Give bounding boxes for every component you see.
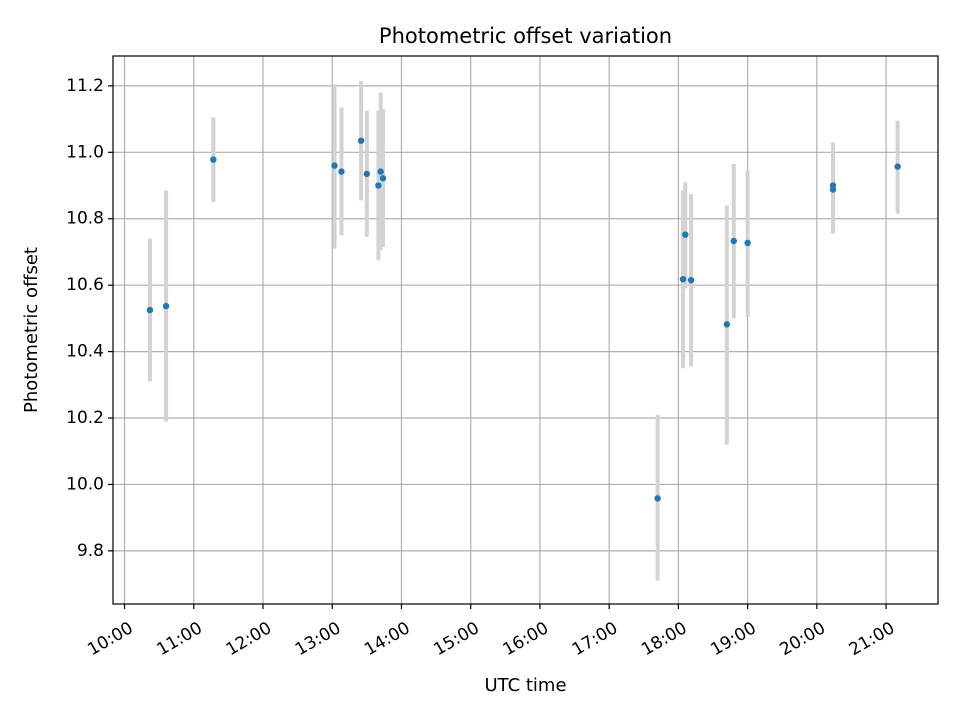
- data-point: [379, 175, 387, 182]
- data-point: [682, 231, 689, 238]
- plot-frame: [112, 55, 939, 605]
- data-points: [146, 137, 901, 502]
- data-point: [146, 306, 154, 314]
- data-point: [894, 163, 901, 170]
- y-tick-label: 10.8: [66, 209, 104, 229]
- x-axis-title: UTC time: [484, 675, 566, 696]
- y-axis-title: Photometric offset: [21, 247, 42, 413]
- data-point: [377, 168, 384, 175]
- data-point: [357, 137, 365, 144]
- data-point: [723, 321, 731, 328]
- data-point: [654, 495, 661, 502]
- y-tick-label: 10.4: [66, 342, 104, 362]
- data-point: [162, 302, 170, 310]
- data-point: [679, 275, 687, 283]
- y-tick-label: 10.0: [66, 474, 104, 494]
- chart-title: Photometric offset variation: [379, 24, 672, 48]
- data-point: [744, 239, 751, 247]
- data-point: [331, 162, 338, 169]
- data-point: [829, 186, 837, 193]
- data-point: [363, 170, 371, 178]
- y-axis-ticks: 9.8 10.0 10.2 10.4 10.6 10.8 11.0 11.2: [66, 76, 113, 561]
- data-point: [375, 182, 382, 189]
- y-tick-label: 10.2: [66, 408, 104, 428]
- y-tick-label: 11.0: [66, 142, 104, 162]
- data-point: [338, 168, 345, 175]
- y-tick-label: 9.8: [77, 541, 104, 561]
- y-tick-label: 10.6: [66, 275, 104, 295]
- data-point: [687, 276, 695, 284]
- data-point: [730, 237, 737, 245]
- data-point: [210, 156, 217, 163]
- y-tick-label: 11.2: [66, 76, 104, 96]
- grid: [113, 56, 938, 604]
